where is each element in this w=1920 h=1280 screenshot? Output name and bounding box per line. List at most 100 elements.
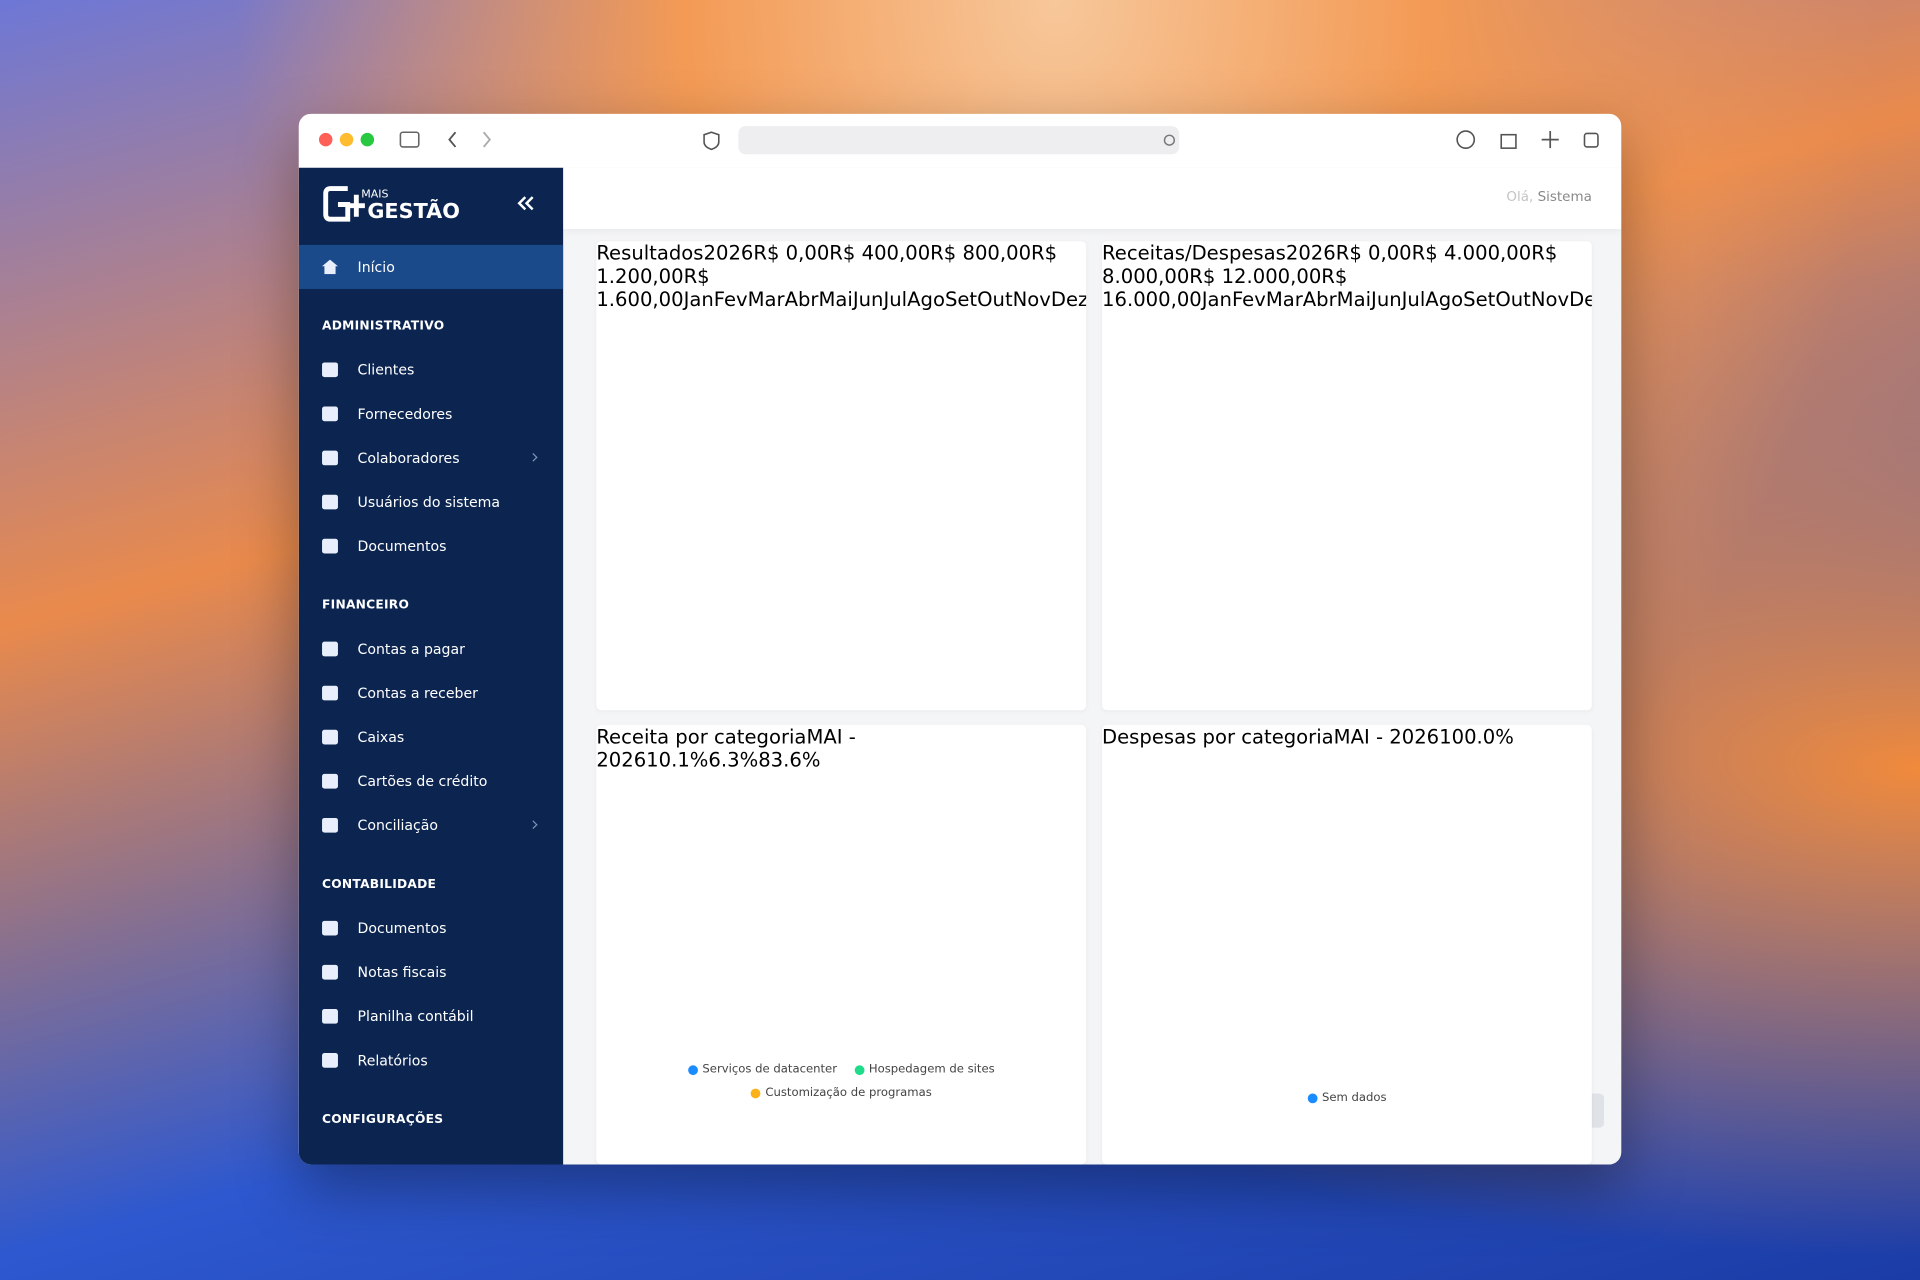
collapse-icon[interactable] xyxy=(517,196,527,211)
icon xyxy=(322,641,338,657)
y-tick-label: R$ 800,00 xyxy=(930,241,1032,265)
nav-home[interactable]: Início xyxy=(298,244,564,289)
icon xyxy=(322,920,338,936)
x-tick-label: Dez xyxy=(1050,287,1087,312)
chart: Receita por categoriaMAI - 202610.1%6.3%… xyxy=(596,725,1086,772)
legend-item[interactable]: Customização de programas xyxy=(750,1086,932,1100)
x-tick-label: Jun xyxy=(1371,287,1402,312)
x-tick-label: Jul xyxy=(1401,287,1426,312)
privacy-icon[interactable] xyxy=(703,131,720,151)
x-tick-label: Mai xyxy=(818,287,853,312)
nav-item[interactable]: Relatórios xyxy=(299,1038,563,1082)
tabs-button[interactable] xyxy=(1583,132,1599,148)
chart: Despesas por categoriaMAI - 2026100.0% xyxy=(1102,725,1514,748)
icon xyxy=(322,773,338,789)
dropdown-label: MAI - 2026 xyxy=(1333,724,1440,749)
icon xyxy=(322,817,338,833)
chart-title: Receita por categoria xyxy=(596,724,807,749)
x-tick-label: Abr xyxy=(784,287,819,312)
y-tick-label: R$ 0,00 xyxy=(1335,241,1412,265)
legend-swatch xyxy=(1307,1092,1318,1103)
nav-item[interactable]: Planilha contábil xyxy=(299,994,563,1038)
chart: Resultados2026R$ 0,00R$ 400,00R$ 800,00R… xyxy=(596,241,1086,311)
nav-label: Caixas xyxy=(357,728,405,746)
logo-small: MAIS xyxy=(361,188,388,201)
new-tab-button[interactable] xyxy=(1541,131,1559,149)
icon xyxy=(322,729,338,745)
share-button[interactable] xyxy=(1500,133,1517,149)
x-tick-label: Jun xyxy=(852,287,884,312)
filter-dropdown[interactable]: MAI - 2026 xyxy=(1334,725,1439,748)
y-tick-label: R$ 1.600,00 xyxy=(596,264,710,312)
legend-item[interactable]: Serviços de datacenter xyxy=(687,1062,837,1077)
greeting: Olá, Sistema xyxy=(1506,189,1591,205)
icon xyxy=(322,964,338,980)
nav-item[interactable]: Usuários do sistema xyxy=(299,480,563,524)
dropdown-label: MAI - 2026 xyxy=(596,724,856,772)
section-title: CONTABILIDADE xyxy=(322,877,437,892)
x-tick-label: Nov xyxy=(1012,287,1051,312)
nav-label: Contas a pagar xyxy=(357,640,465,658)
y-tick-label: R$ 12.000,00 xyxy=(1189,264,1322,288)
address-bar[interactable] xyxy=(738,126,1180,155)
logo-text: GESTÃO xyxy=(367,198,460,223)
section-title: FINANCEIRO xyxy=(322,598,410,613)
nav-item[interactable]: Documentos xyxy=(299,906,563,950)
nav-item[interactable]: Clientes xyxy=(299,348,563,392)
legend-label: Serviços de datacenter xyxy=(702,1062,837,1077)
logo-mark xyxy=(323,186,351,222)
nav-item[interactable]: Notas fiscais xyxy=(299,950,563,994)
legend-item[interactable]: Hospedagem de sites xyxy=(854,1063,995,1076)
sidebar-toggle[interactable] xyxy=(399,131,420,148)
y-tick-label: R$ 0,00 xyxy=(753,241,830,265)
nav-label: Início xyxy=(357,258,395,276)
nav-item[interactable]: Contas a receber xyxy=(299,671,563,715)
nav-item[interactable]: Caixas xyxy=(299,715,563,759)
y-tick-label: R$ 4.000,00 xyxy=(1411,241,1532,265)
zoom-button[interactable] xyxy=(360,132,375,147)
reload-button[interactable] xyxy=(1163,134,1176,146)
x-tick-label: Abr xyxy=(1302,287,1337,312)
user-name[interactable]: Sistema xyxy=(1537,188,1592,205)
collapse-icon[interactable] xyxy=(524,196,534,211)
nav-label: Usuários do sistema xyxy=(357,493,501,511)
legend-item[interactable]: Sem dados xyxy=(1307,1091,1387,1104)
x-tick-label: Set xyxy=(1463,287,1496,312)
downloads-button[interactable] xyxy=(1456,130,1476,149)
x-tick-label: Ago xyxy=(1425,287,1464,312)
nav-item[interactable]: Cartões de crédito xyxy=(299,759,563,803)
main-content: Olá, Sistema Resultados2026R$ 0,00R$ 400… xyxy=(563,167,1622,1165)
nav-label: Colaboradores xyxy=(357,449,460,467)
x-tick-label: Ago xyxy=(907,287,945,312)
x-tick-label: Jul xyxy=(883,287,908,312)
filter-dropdown[interactable]: 2026 xyxy=(704,241,754,264)
nav-label: Relatórios xyxy=(357,1051,428,1069)
nav-item[interactable]: Contas a pagar xyxy=(299,627,563,671)
x-tick-label: Out xyxy=(1495,287,1531,312)
icon xyxy=(322,1053,338,1068)
dropdown-label: 2026 xyxy=(703,241,754,265)
back-button[interactable] xyxy=(448,131,457,148)
nav-item[interactable]: Fornecedores xyxy=(299,392,563,436)
nav-label: Conciliação xyxy=(357,816,439,834)
chart-card: Resultados2026R$ 0,00R$ 400,00R$ 800,00R… xyxy=(596,241,1087,711)
minimize-button[interactable] xyxy=(339,132,354,147)
nav-label: Documentos xyxy=(357,537,447,555)
close-button[interactable] xyxy=(318,132,333,147)
chevron xyxy=(528,820,538,830)
x-tick-label: Out xyxy=(977,287,1013,312)
slice-label: 6.3% xyxy=(708,748,759,772)
x-tick-label: Set xyxy=(944,287,978,312)
nav-item[interactable]: Colaboradores xyxy=(299,436,563,480)
filter-dropdown[interactable]: 2026 xyxy=(1286,241,1336,264)
nav-item[interactable]: Documentos xyxy=(299,524,563,568)
nav-item[interactable]: Conciliação xyxy=(299,803,563,847)
forward-button[interactable] xyxy=(482,131,491,148)
nav-label: Clientes xyxy=(357,361,415,379)
greeting-text: Olá, xyxy=(1506,188,1534,205)
top-bar: Olá, Sistema xyxy=(563,167,1622,229)
chart-card: Receita por categoriaMAI - 202610.1%6.3%… xyxy=(596,724,1087,1165)
chart-title: Despesas por categoria xyxy=(1102,724,1334,749)
filter-dropdown[interactable]: MAI - 2026 xyxy=(596,725,855,772)
